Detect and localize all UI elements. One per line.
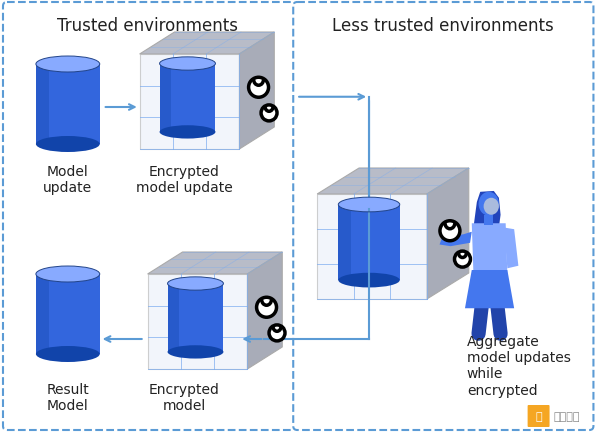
Text: 金: 金 bbox=[535, 411, 542, 421]
Ellipse shape bbox=[36, 57, 100, 73]
Polygon shape bbox=[317, 169, 469, 194]
Ellipse shape bbox=[455, 251, 470, 268]
FancyBboxPatch shape bbox=[167, 284, 179, 352]
FancyBboxPatch shape bbox=[167, 284, 223, 352]
Polygon shape bbox=[239, 33, 274, 150]
Text: Result
Model: Result Model bbox=[46, 382, 89, 412]
Ellipse shape bbox=[167, 277, 223, 290]
Text: Model
update: Model update bbox=[43, 165, 92, 195]
Ellipse shape bbox=[160, 58, 215, 71]
FancyBboxPatch shape bbox=[160, 64, 171, 133]
Polygon shape bbox=[504, 228, 518, 268]
Text: Encrypted
model update: Encrypted model update bbox=[136, 165, 233, 195]
Polygon shape bbox=[247, 252, 282, 369]
Ellipse shape bbox=[440, 221, 460, 241]
FancyBboxPatch shape bbox=[36, 65, 49, 145]
FancyBboxPatch shape bbox=[36, 274, 49, 354]
FancyBboxPatch shape bbox=[160, 64, 215, 133]
Polygon shape bbox=[148, 252, 282, 274]
Polygon shape bbox=[465, 270, 514, 308]
Ellipse shape bbox=[167, 346, 223, 359]
Ellipse shape bbox=[484, 198, 499, 215]
Text: Aggregate
model updates
while
encrypted: Aggregate model updates while encrypted bbox=[467, 334, 571, 397]
Ellipse shape bbox=[160, 126, 215, 139]
Ellipse shape bbox=[338, 198, 400, 212]
FancyBboxPatch shape bbox=[36, 65, 100, 145]
FancyBboxPatch shape bbox=[293, 3, 593, 430]
FancyBboxPatch shape bbox=[338, 205, 400, 280]
Text: Encrypted
model: Encrypted model bbox=[149, 382, 220, 412]
FancyBboxPatch shape bbox=[36, 274, 100, 354]
Polygon shape bbox=[473, 191, 500, 270]
Polygon shape bbox=[148, 274, 247, 369]
Polygon shape bbox=[317, 194, 427, 299]
FancyBboxPatch shape bbox=[3, 3, 295, 430]
Polygon shape bbox=[140, 55, 239, 150]
Ellipse shape bbox=[36, 266, 100, 283]
Text: Less trusted environments: Less trusted environments bbox=[332, 17, 554, 35]
Polygon shape bbox=[440, 232, 472, 247]
Text: Trusted environments: Trusted environments bbox=[57, 17, 238, 35]
Ellipse shape bbox=[338, 273, 400, 288]
Ellipse shape bbox=[36, 137, 100, 153]
FancyBboxPatch shape bbox=[338, 205, 350, 280]
Ellipse shape bbox=[257, 297, 277, 318]
Polygon shape bbox=[427, 169, 469, 299]
Polygon shape bbox=[472, 224, 508, 275]
Ellipse shape bbox=[248, 78, 269, 98]
FancyBboxPatch shape bbox=[527, 405, 550, 427]
FancyBboxPatch shape bbox=[484, 215, 493, 226]
Ellipse shape bbox=[261, 106, 277, 122]
Polygon shape bbox=[140, 33, 274, 55]
Text: 金色财经: 金色财经 bbox=[553, 411, 580, 421]
Ellipse shape bbox=[269, 325, 285, 341]
Ellipse shape bbox=[479, 192, 499, 216]
Ellipse shape bbox=[36, 346, 100, 362]
